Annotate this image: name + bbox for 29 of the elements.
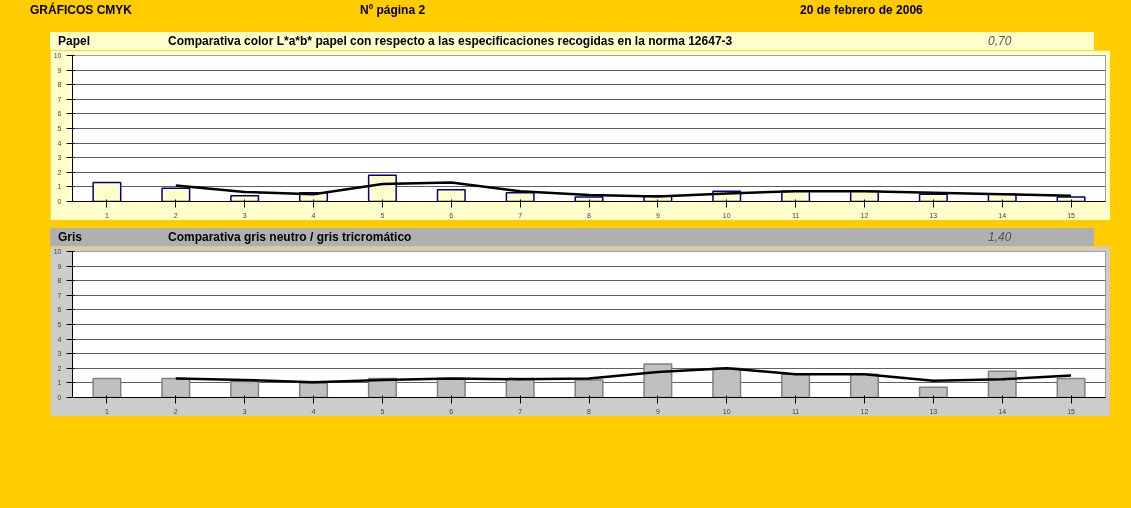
bar	[781, 373, 811, 398]
bar	[299, 382, 329, 398]
bar	[161, 377, 191, 398]
text: 1,40	[988, 230, 1012, 244]
bar	[574, 196, 604, 202]
bar	[712, 367, 742, 398]
bar	[436, 189, 466, 202]
text: 0,70	[988, 34, 1012, 48]
bar	[230, 380, 260, 398]
chart-title: Comparativa gris neutro / gris tricromático	[168, 230, 413, 244]
text: Papel	[58, 34, 91, 48]
text: Nº página 2	[360, 3, 427, 17]
chart-title: Comparativa color L*a*b* papel con respecto a las especificaciones recogidas en la norma 12647-3	[168, 34, 734, 48]
bar	[918, 386, 948, 398]
bar	[92, 181, 122, 202]
bar	[987, 370, 1017, 398]
bar	[574, 379, 604, 398]
text: 20 de febrero de 2006	[800, 3, 923, 17]
text: Gris	[58, 230, 83, 244]
text: GRÁFICOS CMYK	[30, 3, 133, 17]
line-series	[174, 181, 1073, 198]
bar	[230, 194, 260, 202]
bar	[367, 174, 397, 202]
bar	[161, 187, 191, 202]
bar	[643, 363, 673, 398]
bar	[849, 373, 879, 398]
line-series	[174, 367, 1073, 384]
bar	[92, 377, 122, 398]
bar	[1056, 377, 1086, 398]
